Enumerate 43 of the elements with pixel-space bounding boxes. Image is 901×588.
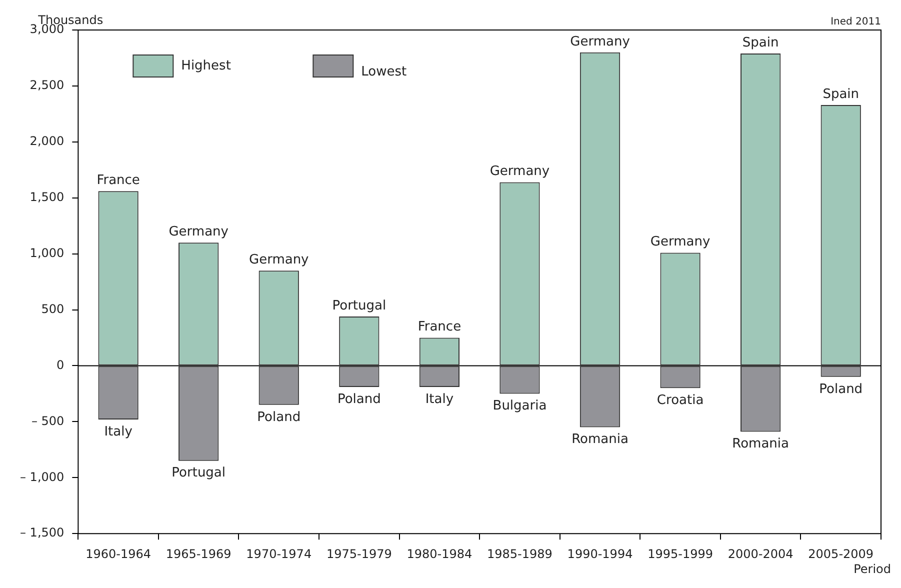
y-tick-label: – 1,000 xyxy=(20,470,64,484)
x-tick-label: 1995-1999 xyxy=(648,546,714,561)
data-label: Germany xyxy=(650,234,710,250)
y-tick-label: 2,000 xyxy=(30,134,64,148)
y-tick-label: – 1,500 xyxy=(20,526,64,540)
data-label: Poland xyxy=(337,392,381,407)
data-label: Germany xyxy=(570,34,630,50)
y-tick-label: 0 xyxy=(56,358,64,372)
x-tick-label: 1985-1989 xyxy=(487,546,552,561)
x-axis-title: Period xyxy=(854,562,891,576)
data-label: Poland xyxy=(819,382,863,397)
data-label: Croatia xyxy=(656,392,704,408)
text: Ined 2011 xyxy=(830,16,881,28)
data-label: Poland xyxy=(257,410,301,425)
data-label: Germany xyxy=(248,252,310,268)
data-label: Italy xyxy=(425,392,454,407)
data-label: Spain xyxy=(822,86,860,102)
x-tick-label: 2005-2009 xyxy=(808,546,874,561)
data-label: France xyxy=(418,320,462,335)
data-label: Romania xyxy=(572,432,628,448)
x-tick-label: 1980-1984 xyxy=(406,546,472,561)
x-tick-label: 1990-1994 xyxy=(567,546,633,561)
data-label: Portugal xyxy=(332,298,386,314)
data-label: Romania xyxy=(732,436,790,452)
data-label: Portugal xyxy=(172,466,226,481)
legend-label: Highest xyxy=(181,58,231,74)
x-tick-label: 1970-1974 xyxy=(246,546,312,561)
legend-label: Lowest xyxy=(361,64,407,80)
y-tick-label: 1,000 xyxy=(30,246,64,260)
y-tick-label: – 500 xyxy=(31,414,64,428)
x-tick-label: 2000-2004 xyxy=(728,546,794,561)
x-tick-label: 1965-1969 xyxy=(166,546,232,561)
data-label: Germany xyxy=(168,224,229,240)
y-tick-label: 2,500 xyxy=(30,78,64,92)
y-tick-label: 500 xyxy=(41,302,64,316)
data-label: France xyxy=(96,173,140,188)
data-label: Spain xyxy=(742,35,779,50)
data-label: Italy xyxy=(104,424,133,440)
x-tick-label: 1960-1964 xyxy=(86,546,152,561)
data-label: Bulgaria xyxy=(492,398,547,414)
y-tick-label: 1,500 xyxy=(30,190,64,204)
x-tick-label: 1975-1979 xyxy=(326,546,392,561)
data-label: Germany xyxy=(490,164,550,180)
